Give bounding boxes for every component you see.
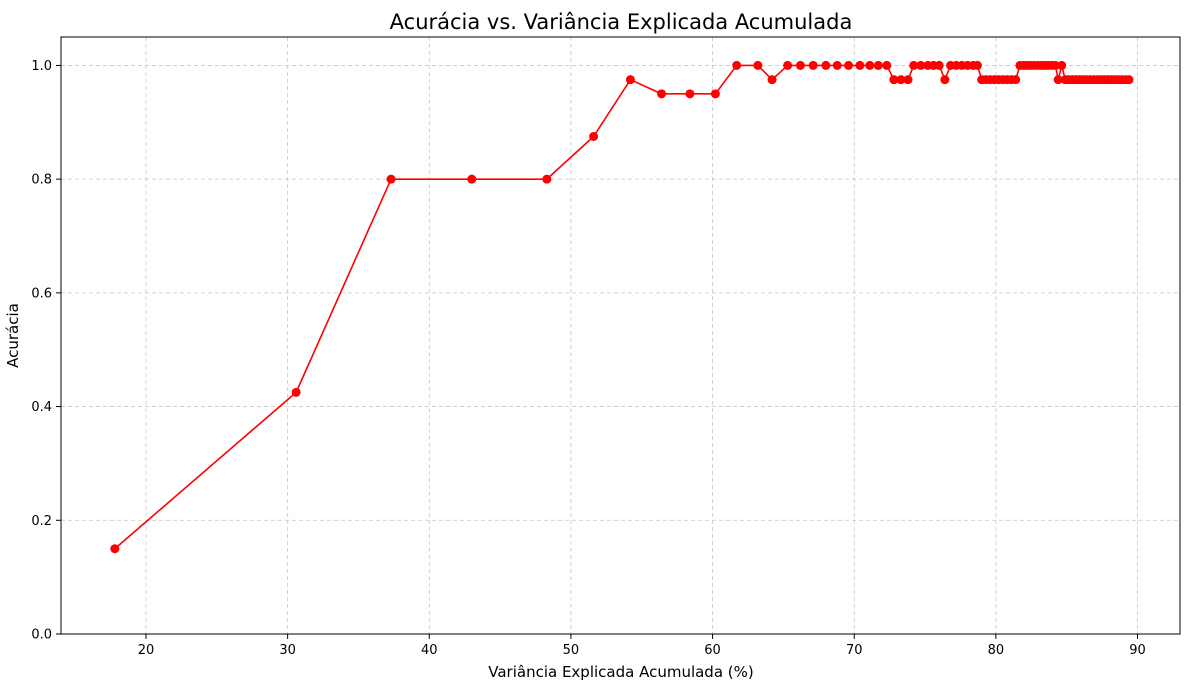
data-point [542, 174, 552, 184]
data-point [808, 60, 818, 70]
x-axis-label: Variância Explicada Acumulada (%) [488, 663, 754, 681]
y-tick-label: 0.8 [31, 173, 52, 188]
data-points [110, 60, 1134, 554]
data-point [972, 60, 982, 70]
data-point [732, 60, 742, 70]
data-point [795, 60, 805, 70]
data-point [767, 75, 777, 85]
y-tick-label: 0.6 [31, 286, 52, 301]
data-point [589, 132, 599, 141]
y-tick-label: 0.0 [31, 628, 52, 643]
chart-title: Acurácia vs. Variância Explicada Acumula… [390, 10, 853, 34]
data-point [1124, 75, 1134, 85]
x-tick-label: 80 [988, 643, 1005, 658]
y-tick-label: 0.4 [31, 400, 52, 415]
data-point [903, 75, 913, 85]
data-point [291, 387, 301, 397]
data-point [821, 60, 831, 70]
y-axis-label: Acurácia [4, 303, 22, 368]
data-point [889, 75, 899, 85]
data-point [685, 89, 695, 99]
plot-frame [60, 36, 1181, 635]
data-point [1057, 60, 1067, 70]
data-point [467, 174, 477, 184]
data-point [832, 60, 842, 70]
y-tick-label: 0.2 [31, 514, 52, 529]
x-tick-label: 20 [138, 643, 155, 658]
data-point [1050, 60, 1060, 70]
x-tick-label: 70 [846, 643, 863, 658]
axis-ticks: 20 30 40 50 60 70 80 90 0.0 0.2 0.4 0.6 0.8 1.0 [31, 59, 1145, 658]
data-point [753, 60, 763, 70]
x-tick-label: 30 [279, 643, 296, 658]
data-point [625, 75, 635, 85]
data-point [386, 174, 396, 184]
data-point [940, 75, 950, 85]
data-point [657, 89, 667, 99]
x-tick-label: 40 [421, 643, 438, 658]
data-point [710, 89, 720, 99]
data-point [909, 60, 919, 70]
data-point [1011, 75, 1021, 85]
y-tick-label: 1.0 [31, 59, 52, 74]
data-point [873, 60, 883, 70]
data-point [865, 60, 875, 70]
x-tick-label: 50 [563, 643, 580, 658]
data-point [783, 60, 793, 70]
data-point [110, 544, 120, 554]
x-tick-label: 90 [1129, 643, 1146, 658]
data-point [882, 60, 892, 70]
data-point [896, 75, 906, 85]
data-point [916, 60, 926, 70]
data-point [855, 60, 865, 70]
x-tick-label: 60 [704, 643, 721, 658]
data-point [934, 60, 944, 70]
data-point [1053, 75, 1063, 85]
data-point [844, 60, 854, 70]
